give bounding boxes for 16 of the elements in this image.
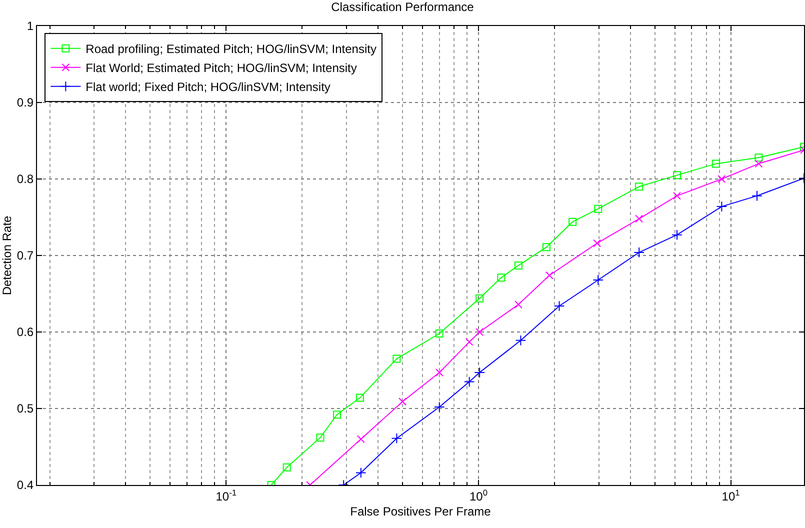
y-tick-label: 1 xyxy=(26,19,34,34)
legend-label: Flat world; Fixed Pitch; HOG/linSVM; Intensity xyxy=(86,80,330,94)
y-tick-label: 0.9 xyxy=(16,96,34,110)
y-axis-title: Detection Rate xyxy=(0,215,14,296)
y-tick-label: 0.4 xyxy=(16,478,34,492)
y-tick-label: 0.7 xyxy=(16,248,34,263)
y-tick-label: 0.5 xyxy=(16,402,34,416)
legend-label: Flat World; Estimated Pitch; HOG/linSVM; Intensity xyxy=(86,61,357,76)
x-tick-label: 10$^{0}$ xyxy=(469,487,488,504)
x-axis-title: False Positives Per Frame xyxy=(350,504,492,518)
y-tick-label: 0.8 xyxy=(16,172,34,186)
x-tick-label: 10$^{1}$ xyxy=(722,487,740,504)
x-tick-label: 10$^{-1}$ xyxy=(216,487,237,504)
legend-label: Road profiling; Estimated Pitch; HOG/linSVM; Intensity xyxy=(86,42,376,56)
chart-title: Classification Performance xyxy=(331,0,474,14)
y-tick-label: 0.6 xyxy=(16,325,34,340)
